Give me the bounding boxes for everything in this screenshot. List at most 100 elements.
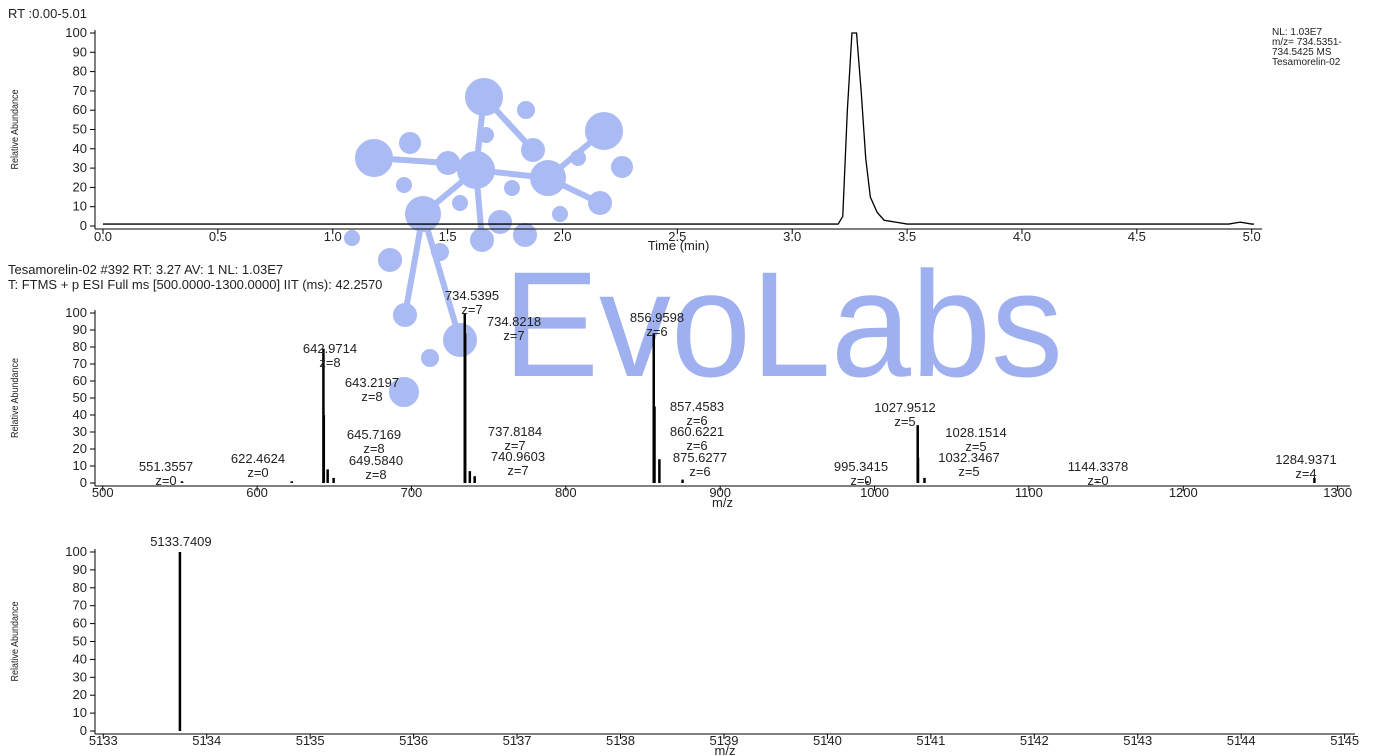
y-tick-label: 0: [80, 723, 87, 738]
x-tick-label: 4.5: [1128, 229, 1146, 244]
x-axis-label: m/z: [712, 495, 733, 510]
peak-label: 551.3557: [139, 459, 193, 474]
y-tick-label: 20: [73, 687, 87, 702]
peak-label: 1032.3467: [938, 450, 999, 465]
charge-label: z=6: [686, 438, 707, 453]
y-tick-label: 60: [73, 373, 87, 388]
peak-label: 642.9714: [303, 341, 357, 356]
charge-label: z=4: [1295, 466, 1316, 481]
y-tick-label: 90: [73, 44, 87, 59]
y-tick-label: 80: [73, 339, 87, 354]
y-tick-label: 80: [73, 64, 87, 79]
x-tick-label: 0.5: [209, 229, 227, 244]
x-tick-label: 5138: [606, 733, 635, 748]
charge-label: z=5: [965, 439, 986, 454]
y-tick-label: 50: [73, 634, 87, 649]
x-tick-label: 4.0: [1013, 229, 1031, 244]
y-tick-label: 80: [73, 580, 87, 595]
x-tick-label: 1.5: [439, 229, 457, 244]
charge-label: z=7: [507, 463, 528, 478]
x-tick-label: 3.0: [783, 229, 801, 244]
annotation: m/z= 734.5351-: [1272, 37, 1342, 48]
peak-label: 649.5840: [349, 453, 403, 468]
charge-label: z=7: [504, 438, 525, 453]
charge-label: z=6: [646, 324, 667, 339]
charge-label: z=8: [361, 389, 382, 404]
charge-label: z=5: [958, 464, 979, 479]
peak-label: 1028.1514: [945, 425, 1006, 440]
charge-label: z=8: [365, 467, 386, 482]
y-tick-label: 10: [73, 458, 87, 473]
charge-label: z=6: [686, 413, 707, 428]
x-tick-label: 5143: [1123, 733, 1152, 748]
x-tick-label: 5137: [503, 733, 532, 748]
x-tick-label: 1200: [1169, 485, 1198, 500]
charge-label: z=7: [461, 302, 482, 317]
chart-title: Tesamorelin-02 #392 RT: 3.27 AV: 1 NL: 1…: [8, 262, 283, 277]
y-tick-label: 20: [73, 441, 87, 456]
chart-subtitle: T: FTMS + p ESI Full ms [500.0000-1300.0…: [8, 277, 382, 292]
charge-label: z=6: [689, 464, 710, 479]
x-tick-label: 3.5: [898, 229, 916, 244]
x-tick-label: 800: [555, 485, 577, 500]
annotation: 734.5425 MS: [1272, 47, 1332, 58]
charge-label: z=0: [1087, 473, 1108, 488]
y-tick-label: 30: [73, 160, 87, 175]
y-tick-label: 20: [73, 179, 87, 194]
y-tick-label: 50: [73, 390, 87, 405]
y-tick-label: 70: [73, 83, 87, 98]
peak-label: 995.3415: [834, 459, 888, 474]
x-tick-label: 0.0: [94, 229, 112, 244]
charge-label: z=8: [363, 441, 384, 456]
peak-label: 740.9603: [491, 449, 545, 464]
y-tick-label: 60: [73, 102, 87, 117]
charge-label: z=0: [850, 473, 871, 488]
x-tick-label: 5133: [89, 733, 118, 748]
x-tick-label: 5136: [399, 733, 428, 748]
charge-label: z=0: [247, 465, 268, 480]
y-tick-label: 30: [73, 669, 87, 684]
x-tick-label: 5134: [192, 733, 221, 748]
y-tick-label: 100: [65, 25, 87, 40]
y-tick-label: 70: [73, 598, 87, 613]
y-axis-label: Relative Abundance: [10, 89, 21, 169]
peak-label: 734.5395: [445, 288, 499, 303]
x-tick-label: 5141: [916, 733, 945, 748]
watermark: EvoLabs: [503, 240, 1063, 408]
x-tick-label: 5144: [1227, 733, 1256, 748]
peak-label: 734.8218: [487, 314, 541, 329]
charge-label: z=7: [503, 328, 524, 343]
peak-label: 1027.9512: [874, 400, 935, 415]
y-tick-label: 40: [73, 407, 87, 422]
peak-label: 645.7169: [347, 427, 401, 442]
trace: [103, 32, 1254, 225]
peak-label: 1144.3378: [1068, 459, 1129, 474]
peak-label: 856.9598: [630, 310, 684, 325]
charge-label: z=5: [894, 414, 915, 429]
peak-label: 860.6221: [670, 424, 724, 439]
y-tick-label: 0: [80, 475, 87, 490]
y-tick-label: 40: [73, 141, 87, 156]
x-tick-label: 2.0: [553, 229, 571, 244]
x-axis-label: Time (min): [648, 238, 710, 253]
peak-label: 622.4624: [231, 451, 285, 466]
y-tick-label: 90: [73, 562, 87, 577]
x-tick-label: 700: [401, 485, 423, 500]
y-tick-label: 10: [73, 199, 87, 214]
y-tick-label: 50: [73, 122, 87, 137]
y-tick-label: 100: [65, 305, 87, 320]
chart-title: RT :0.00-5.01: [8, 6, 87, 21]
x-tick-label: 5145: [1330, 733, 1359, 748]
y-axis-label: Relative Abundance: [10, 358, 21, 438]
y-tick-label: 10: [73, 705, 87, 720]
peak-label: 857.4583: [670, 399, 724, 414]
peak-label: 643.2197: [345, 375, 399, 390]
x-tick-label: 5139: [710, 733, 739, 748]
x-tick-label: 1100: [1015, 485, 1043, 500]
watermark-molecule: [344, 78, 633, 407]
x-tick-label: 600: [246, 485, 268, 500]
y-tick-label: 60: [73, 616, 87, 631]
x-axis-label: m/z: [715, 743, 736, 756]
x-tick-label: 5142: [1020, 733, 1049, 748]
